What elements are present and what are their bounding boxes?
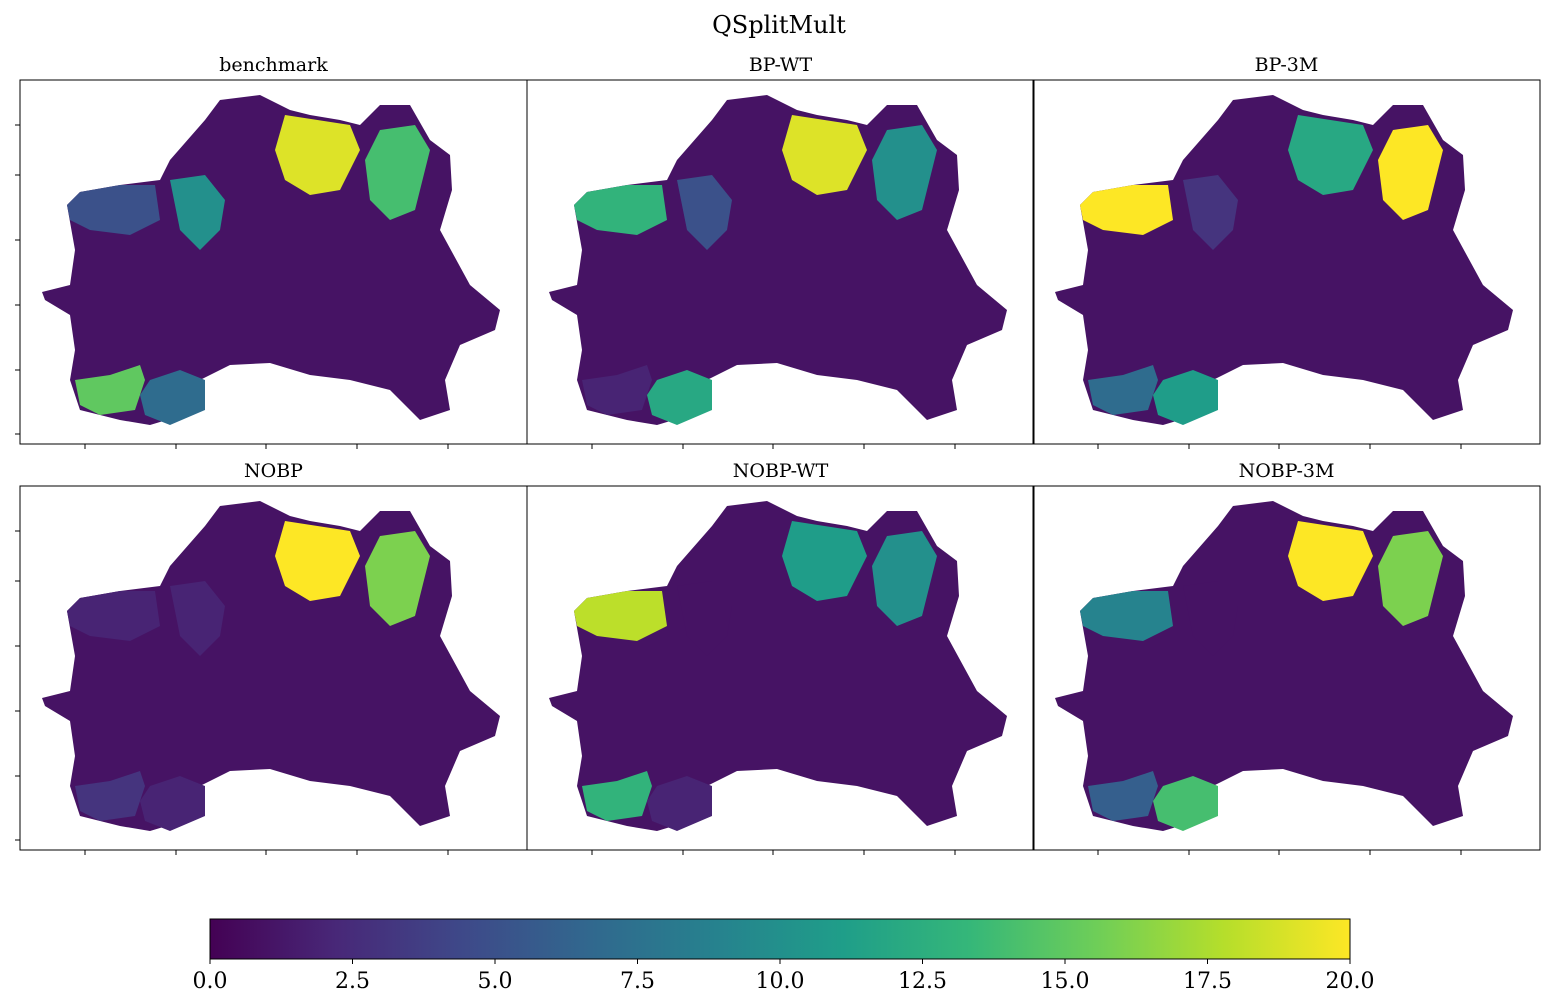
panel-frame	[526, 485, 1035, 851]
sub-basin	[582, 365, 652, 415]
panel-title: benchmark	[219, 54, 328, 76]
panel-title: BP-WT	[749, 54, 813, 76]
sub-basin	[647, 370, 712, 425]
sub-basin	[782, 115, 867, 195]
sub-basin	[170, 175, 225, 250]
map	[1055, 95, 1513, 425]
map	[42, 501, 500, 831]
map	[1055, 501, 1513, 831]
sub-basin	[170, 581, 225, 656]
colorbar-tick-label: 17.5	[1183, 969, 1232, 994]
sub-basin	[1153, 776, 1218, 831]
sub-basin	[574, 591, 667, 641]
sub-basin	[872, 531, 937, 626]
sub-basin	[365, 125, 430, 220]
sub-basin	[1088, 365, 1158, 415]
colorbar	[209, 918, 1351, 960]
sub-basin	[1183, 581, 1238, 656]
panel-title: NOBP-WT	[733, 460, 829, 482]
sub-basin	[1288, 521, 1373, 601]
sub-basin	[67, 185, 160, 235]
colorbar-tick-label: 10.0	[756, 969, 805, 994]
sub-basin	[140, 370, 205, 425]
sub-basin	[872, 125, 937, 220]
sub-basin	[1288, 115, 1373, 195]
colorbar-tick-label: 5.0	[478, 969, 513, 994]
sub-basin	[1080, 591, 1173, 641]
sub-basin	[75, 771, 145, 821]
map	[549, 501, 1007, 831]
map	[549, 95, 1007, 425]
sub-basin	[140, 776, 205, 831]
sub-basin	[647, 776, 712, 831]
sub-basin	[1080, 185, 1173, 235]
sub-basin	[67, 591, 160, 641]
colorbar-tick-label: 20.0	[1326, 969, 1375, 994]
sub-basin	[365, 531, 430, 626]
panel-frame	[1032, 485, 1541, 851]
panel-title: BP-3M	[1255, 54, 1319, 76]
colorbar-tick-label: 15.0	[1041, 969, 1090, 994]
panel-title: NOBP	[244, 460, 303, 482]
sub-basin	[574, 185, 667, 235]
map	[42, 95, 500, 425]
sub-basin	[582, 771, 652, 821]
sub-basin	[1088, 771, 1158, 821]
sub-basin	[1183, 175, 1238, 250]
panel-frame	[526, 79, 1035, 445]
panel-frame	[1032, 79, 1541, 445]
colorbar-tick-label: 0.0	[193, 969, 228, 994]
colorbar-tick-label: 2.5	[335, 969, 370, 994]
sub-basin	[1153, 370, 1218, 425]
sub-basin	[677, 175, 732, 250]
figure-title: QSplitMult	[712, 11, 846, 39]
sub-basin	[275, 521, 360, 601]
sub-basin	[782, 521, 867, 601]
sub-basin	[1378, 531, 1443, 626]
sub-basin	[1378, 125, 1443, 220]
sub-basin	[275, 115, 360, 195]
sub-basin	[75, 365, 145, 415]
colorbar-tick-label: 12.5	[898, 969, 947, 994]
colorbar-tick-label: 7.5	[620, 969, 655, 994]
sub-basin	[677, 581, 732, 656]
panel-title: NOBP-3M	[1239, 460, 1335, 482]
